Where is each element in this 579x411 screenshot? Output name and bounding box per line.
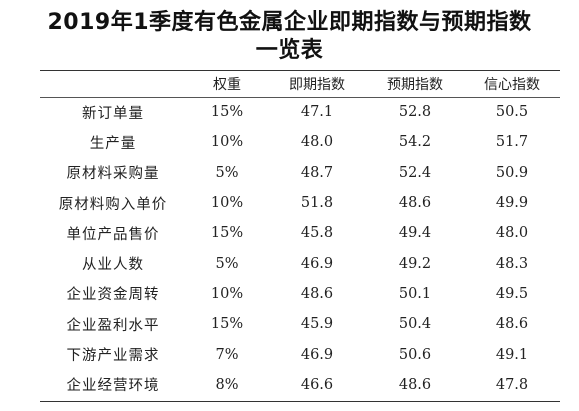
table-row: 原材料购入单价 10% 51.8 48.6 49.9	[40, 188, 560, 218]
weight-cell: 15%	[210, 104, 244, 121]
row-name-cell: 从业人数	[82, 257, 144, 274]
confidence-index-cell: 49.9	[495, 195, 529, 212]
expected-index-cell: 48.6	[398, 195, 432, 212]
expected-index-cell: 50.6	[398, 346, 432, 363]
weight-cell: 10%	[210, 285, 244, 302]
expected-index-cell: 50.1	[398, 285, 432, 302]
top-rule	[40, 70, 560, 71]
weight-cell: 5%	[215, 164, 239, 181]
expected-index-cell: 52.8	[398, 104, 432, 121]
row-name-cell: 企业盈利水平	[66, 317, 160, 334]
weight-cell: 5%	[215, 255, 239, 272]
confidence-index-cell: 48.0	[495, 225, 529, 242]
table-title-line-2: 一览表	[255, 38, 324, 63]
current-index-cell: 46.6	[300, 376, 334, 393]
row-name-cell: 新订单量	[82, 105, 144, 122]
weight-cell: 8%	[215, 376, 239, 393]
weight-cell: 10%	[210, 134, 244, 151]
header-rule	[40, 97, 560, 98]
header-row: 权重 即期指数 预期指数 信心指数	[40, 71, 560, 97]
expected-index-cell: 48.6	[398, 376, 432, 393]
table-row: 生产量 10% 48.0 54.2 51.7	[40, 127, 560, 157]
confidence-index-cell: 50.5	[495, 104, 529, 121]
table-row: 下游产业需求 7% 46.9 50.6 49.1	[40, 339, 560, 369]
weight-cell: 15%	[210, 225, 244, 242]
current-index-cell: 46.9	[300, 346, 334, 363]
expected-index-cell: 52.4	[398, 164, 432, 181]
confidence-index-cell: 49.1	[495, 346, 529, 363]
table-row: 企业盈利水平 15% 45.9 50.4 48.6	[40, 309, 560, 339]
row-name-cell: 企业经营环境	[66, 378, 160, 395]
bottom-rule	[40, 401, 560, 402]
current-index-cell: 48.0	[300, 134, 334, 151]
current-index-cell: 45.8	[300, 225, 334, 242]
header-cell-item	[40, 71, 186, 97]
current-index-cell: 51.8	[300, 195, 334, 212]
table-row: 从业人数 5% 46.9 49.2 48.3	[40, 248, 560, 278]
row-name-cell: 生产量	[89, 135, 137, 152]
current-index-cell: 48.6	[300, 285, 334, 302]
expected-index-cell: 50.4	[398, 316, 432, 333]
confidence-index-cell: 48.6	[495, 316, 529, 333]
header-cell-confidence-index: 信心指数	[484, 77, 540, 93]
header-cell-weight: 权重	[213, 77, 241, 93]
expected-index-cell: 54.2	[398, 134, 432, 151]
header-cell-current-index: 即期指数	[289, 77, 345, 93]
table-row: 单位产品售价 15% 45.8 49.4 48.0	[40, 218, 560, 248]
table-row: 原材料采购量 5% 48.7 52.4 50.9	[40, 158, 560, 188]
row-name-cell: 原材料购入单价	[58, 196, 168, 213]
confidence-index-cell: 47.8	[495, 376, 529, 393]
row-name-cell: 单位产品售价	[66, 226, 160, 243]
index-table: 权重 即期指数 预期指数 信心指数 新订单量 15% 47.1 52.8 50.…	[40, 71, 560, 400]
weight-cell: 7%	[215, 346, 239, 363]
current-index-cell: 48.7	[300, 164, 334, 181]
confidence-index-cell: 50.9	[495, 164, 529, 181]
row-name-cell: 下游产业需求	[66, 348, 160, 365]
header-cell-expected-index: 预期指数	[387, 77, 443, 93]
current-index-cell: 47.1	[300, 104, 334, 121]
table-title-line-1: 2019年1季度有色金属企业即期指数与预期指数	[47, 10, 532, 35]
confidence-index-cell: 49.5	[495, 285, 529, 302]
current-index-cell: 46.9	[300, 255, 334, 272]
row-name-cell: 企业资金周转	[66, 287, 160, 304]
current-index-cell: 45.9	[300, 316, 334, 333]
weight-cell: 15%	[210, 316, 244, 333]
table-row: 企业经营环境 8% 46.6 48.6 47.8	[40, 370, 560, 400]
table-row: 新订单量 15% 47.1 52.8 50.5	[40, 97, 560, 127]
row-name-cell: 原材料采购量	[66, 166, 160, 183]
table-row: 企业资金周转 10% 48.6 50.1 49.5	[40, 279, 560, 309]
expected-index-cell: 49.4	[398, 225, 432, 242]
expected-index-cell: 49.2	[398, 255, 432, 272]
confidence-index-cell: 48.3	[495, 255, 529, 272]
confidence-index-cell: 51.7	[495, 134, 529, 151]
weight-cell: 10%	[210, 195, 244, 212]
